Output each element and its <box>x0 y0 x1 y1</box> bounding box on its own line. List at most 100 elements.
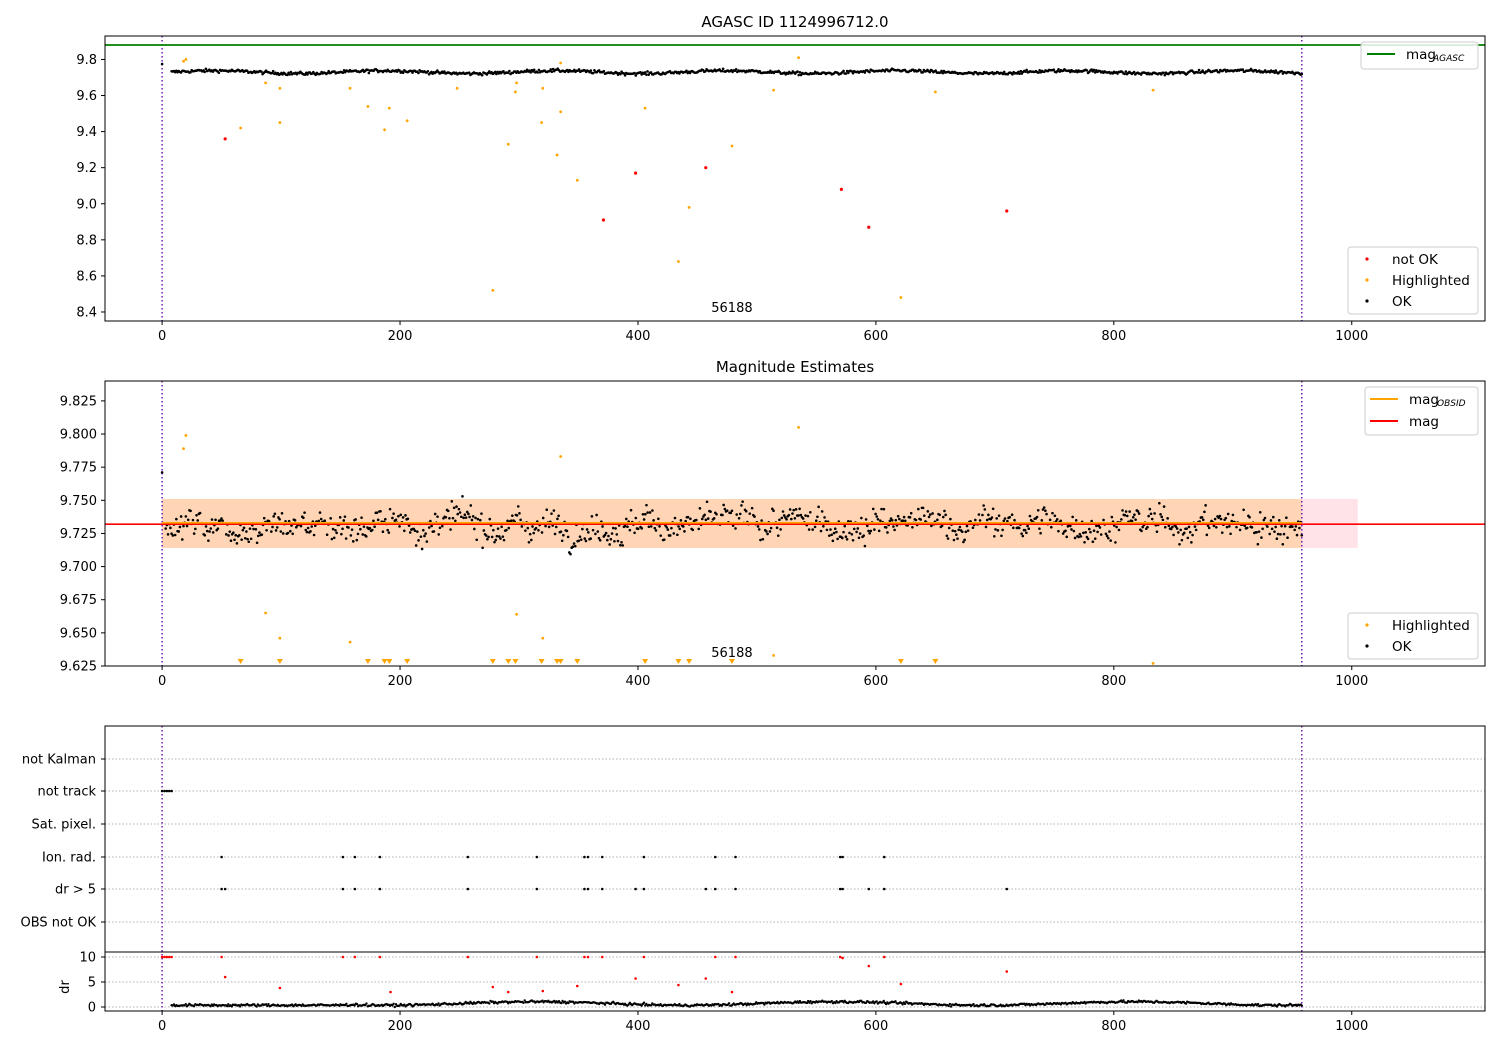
ok-point <box>457 507 461 511</box>
ok-point <box>461 495 464 498</box>
ok-point <box>508 69 511 73</box>
ok-point <box>990 516 994 519</box>
ok-point <box>545 508 549 511</box>
ok-point <box>1137 512 1141 515</box>
ok-point <box>914 518 918 522</box>
ok-point <box>1160 515 1164 519</box>
ok-point <box>1002 519 1006 523</box>
ok-point <box>922 514 926 517</box>
ok-point <box>286 73 289 77</box>
panel2-legend-status: Highlighted OK <box>1347 612 1479 660</box>
ok-point <box>1057 67 1060 71</box>
x-tick-label: 1000 <box>1335 329 1368 344</box>
legend-label: mag <box>1409 392 1439 408</box>
ok-point <box>1054 520 1058 523</box>
ok-point <box>1193 525 1197 528</box>
panel1-obsid-label: 56188 <box>711 301 752 316</box>
ok-point <box>761 537 765 541</box>
ok-point <box>1147 514 1150 518</box>
ok-point <box>596 530 600 533</box>
ok-point <box>332 536 336 540</box>
ok-point <box>1086 537 1090 541</box>
ok-point <box>949 517 952 521</box>
x-tick-label: 600 <box>863 1019 888 1034</box>
ok-point <box>771 507 774 511</box>
ok-point <box>1175 527 1179 530</box>
ok-point <box>1163 73 1167 77</box>
ok-point <box>432 530 436 533</box>
clipped-point-marker <box>686 659 693 664</box>
ok-point <box>196 519 200 522</box>
highlighted-point <box>515 612 519 616</box>
dr-high-point <box>734 955 737 959</box>
ok-point <box>1102 518 1105 522</box>
ok-point <box>1045 512 1048 516</box>
ok-point <box>237 534 241 537</box>
ok-point <box>532 68 536 72</box>
y-tick-label: 9.4 <box>76 125 97 140</box>
flag-point <box>220 887 223 891</box>
panel2-obsid-label: 56188 <box>711 646 752 661</box>
ok-point <box>931 512 934 515</box>
ok-point <box>1026 524 1029 528</box>
not-ok-point <box>1005 209 1009 213</box>
ok-point <box>794 508 798 511</box>
ok-point <box>1196 71 1200 74</box>
ok-point <box>1241 68 1245 71</box>
ok-point <box>191 518 195 522</box>
ok-point <box>171 534 175 537</box>
ok-point <box>865 524 869 528</box>
ok-point <box>475 538 479 542</box>
ok-point <box>493 540 496 544</box>
ok-point <box>798 71 802 74</box>
ok-point <box>768 530 772 533</box>
ok-point <box>831 539 835 543</box>
ok-point <box>420 547 424 551</box>
ok-point <box>1073 536 1077 540</box>
flag-point <box>353 887 357 891</box>
ok-point <box>597 536 601 540</box>
flag-point <box>713 887 717 891</box>
ok-point <box>589 69 593 72</box>
ok-point <box>955 533 958 537</box>
ok-point <box>1055 518 1059 521</box>
ok-point <box>704 518 708 522</box>
ok-point <box>744 509 748 513</box>
ok-point <box>241 528 245 532</box>
dr-ok-point <box>649 1004 653 1007</box>
ok-point <box>1056 69 1059 73</box>
ok-point <box>228 530 232 533</box>
ok-point <box>306 73 309 76</box>
ok-point <box>416 530 419 533</box>
ok-point <box>982 504 985 507</box>
ok-point <box>398 525 401 528</box>
ok-point <box>737 516 741 520</box>
ok-point <box>260 533 264 536</box>
ok-point <box>391 516 394 520</box>
ok-point <box>613 539 616 543</box>
ok-point <box>440 524 444 528</box>
ok-point <box>437 533 441 536</box>
ok-point <box>647 525 651 529</box>
ok-point <box>1258 510 1262 514</box>
ok-point <box>721 67 725 71</box>
dr-high-point <box>341 955 345 959</box>
ok-point <box>286 531 290 535</box>
ok-point <box>413 529 417 532</box>
ok-point <box>1057 529 1060 533</box>
panel3-ticks: 0 200 400 600 800 1000 not Kalman not track Sat.… <box>21 753 1369 1035</box>
ok-point <box>355 538 359 542</box>
highlighted-point <box>383 128 386 132</box>
ok-point <box>842 530 845 534</box>
panel-title-magnitude-estimates: Magnitude Estimates <box>716 358 874 376</box>
ok-point <box>1109 539 1112 542</box>
ok-point <box>1256 542 1260 546</box>
ok-point <box>610 532 614 535</box>
ok-point <box>1280 524 1283 528</box>
dr-high-point <box>170 955 173 959</box>
highlighted-point <box>555 153 559 157</box>
ok-point <box>799 73 803 77</box>
flag-point <box>167 789 171 793</box>
ok-point <box>820 510 824 513</box>
ok-point <box>1238 528 1242 532</box>
